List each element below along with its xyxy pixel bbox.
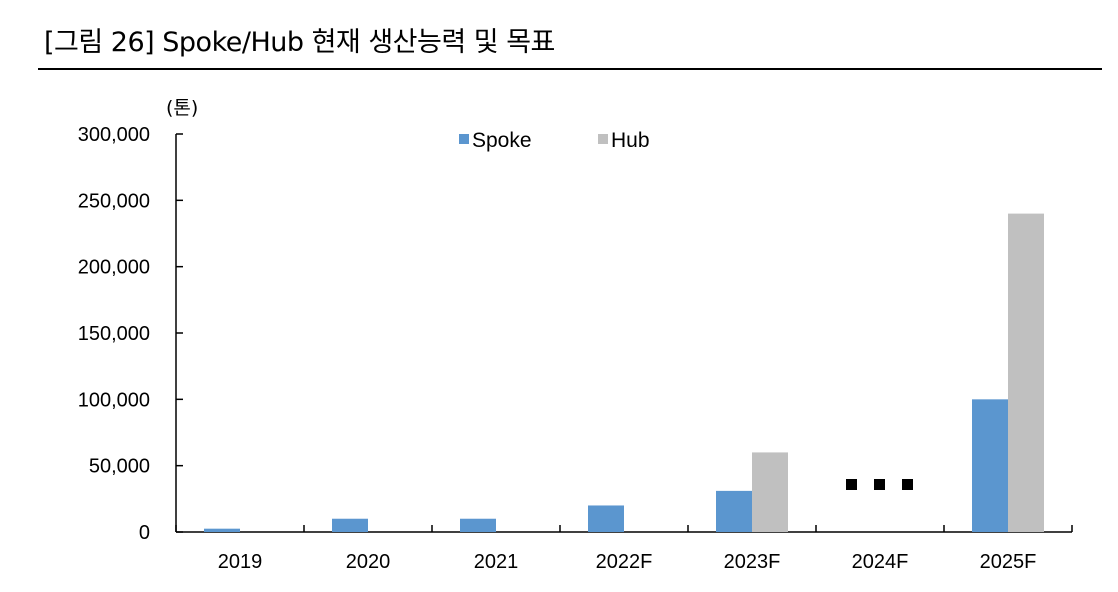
- bar-spoke-2022f: [588, 505, 624, 532]
- bar-spoke-2023f: [716, 490, 752, 532]
- y-tick-label: 250,000: [78, 190, 150, 212]
- x-tick-label: 2020: [346, 551, 391, 573]
- y-tick-label: 150,000: [78, 323, 150, 345]
- x-tick-label: 2024F: [852, 551, 909, 573]
- bar-spoke-2020: [332, 518, 368, 532]
- legend: Spoke Hub: [459, 129, 650, 152]
- y-tick-label: 50,000: [89, 456, 150, 478]
- x-tick-label: 2021: [474, 551, 519, 573]
- title-divider: [38, 68, 1102, 70]
- legend-label-hub: Hub: [611, 129, 650, 152]
- y-tick-label: 0: [139, 522, 150, 544]
- bar-spoke-2025f: [972, 399, 1008, 532]
- gap-marker: [846, 479, 913, 490]
- y-tick-label: 200,000: [78, 257, 150, 279]
- legend-swatch-spoke: [459, 134, 469, 144]
- x-tick-label: 2025F: [980, 551, 1037, 573]
- x-axis: 2019 2020 2021 2022F 2023F 2024F 2025F: [175, 525, 1073, 573]
- y-axis: 0 50,000 100,000 150,000 200,000 250,000 300,0…: [78, 124, 183, 544]
- bar-spoke-2021: [460, 518, 496, 532]
- legend-label-spoke: Spoke: [472, 129, 532, 152]
- y-tick-label: 100,000: [78, 389, 150, 411]
- gap-dot: [846, 479, 857, 490]
- bar-hub-2023f: [752, 452, 788, 532]
- y-tick-label: 300,000: [78, 124, 150, 146]
- gap-dot: [874, 479, 885, 490]
- figure-title: [그림 26] Spoke/Hub 현재 생산능력 및 목표: [44, 27, 555, 58]
- legend-swatch-hub: [598, 134, 608, 144]
- bar-hub-2025f: [1008, 213, 1044, 532]
- bar-spoke-2019: [204, 528, 240, 532]
- y-unit-label: (톤): [166, 97, 198, 119]
- x-tick-label: 2022F: [596, 551, 653, 573]
- gap-dot: [902, 479, 913, 490]
- bars: [204, 213, 1044, 532]
- x-tick-label: 2019: [218, 551, 263, 573]
- x-tick-label: 2023F: [724, 551, 781, 573]
